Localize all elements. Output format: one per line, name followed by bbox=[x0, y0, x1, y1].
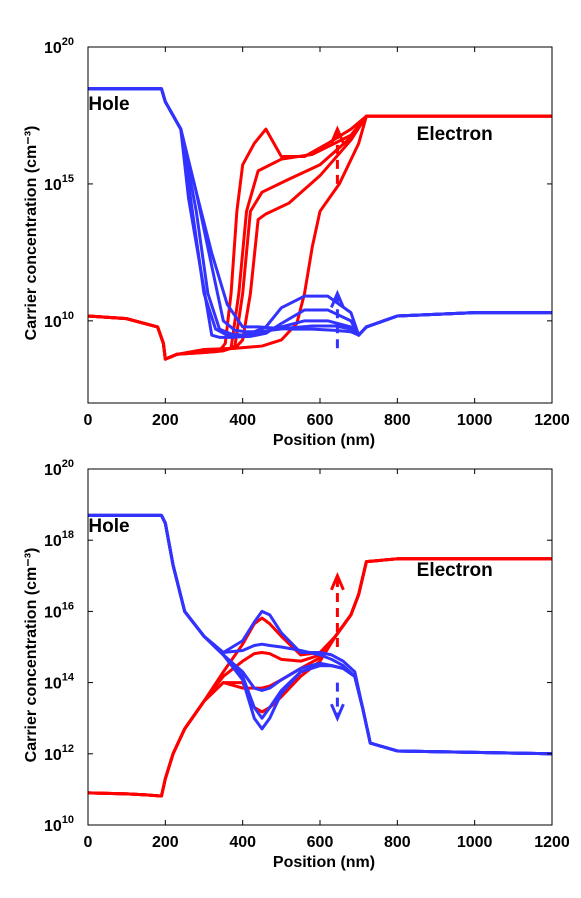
x-tick-label: 0 bbox=[84, 834, 93, 851]
y-tick-base: 10 bbox=[44, 676, 62, 693]
x-tick-label: 800 bbox=[384, 412, 411, 429]
y-tick-exponent: 20 bbox=[62, 36, 74, 48]
chart-panel-1: 0 200 400 600 800 1000 1200102010151010Positio… bbox=[23, 36, 570, 449]
hole-arrow-head-2 bbox=[330, 703, 345, 723]
y-tick-label: 1018 bbox=[44, 529, 74, 550]
series-group bbox=[88, 513, 552, 798]
y-tick-label: 1010 bbox=[44, 310, 74, 331]
hole-annotation: Hole bbox=[88, 94, 129, 115]
hole-series-line-10 bbox=[88, 87, 552, 337]
x-tick-label: 1000 bbox=[457, 834, 493, 851]
y-tick-base: 10 bbox=[44, 40, 62, 57]
y-tick-label: 1016 bbox=[44, 600, 74, 621]
x-tick-label: 400 bbox=[229, 412, 256, 429]
x-axis-label: Position (nm) bbox=[273, 432, 375, 449]
y-tick-base: 10 bbox=[44, 533, 62, 550]
electron-series-line-5 bbox=[88, 114, 552, 361]
x-tick-label: 600 bbox=[307, 834, 334, 851]
x-tick-label: 800 bbox=[384, 834, 411, 851]
y-tick-base: 10 bbox=[44, 604, 62, 621]
electron-annotation: Electron bbox=[417, 124, 493, 145]
y-tick-base: 10 bbox=[44, 818, 62, 835]
hole-series-line-9 bbox=[88, 513, 552, 756]
y-tick-label: 1015 bbox=[44, 173, 74, 194]
y-tick-label: 1012 bbox=[44, 743, 74, 764]
plot-area bbox=[88, 47, 552, 403]
y-tick-label: 1010 bbox=[44, 814, 74, 835]
x-tick-label: 1000 bbox=[457, 412, 493, 429]
y-tick-exponent: 10 bbox=[62, 814, 74, 826]
series-group bbox=[88, 87, 552, 361]
hole-arrow-head-2 bbox=[330, 289, 345, 309]
y-axis-label: Carrier concentration (cm⁻³) bbox=[23, 548, 40, 763]
electron-annotation: Electron bbox=[417, 560, 493, 581]
x-tick-label: 200 bbox=[152, 834, 179, 851]
x-tick-label: 1200 bbox=[534, 412, 570, 429]
y-tick-label: 1014 bbox=[44, 672, 75, 693]
y-tick-exponent: 15 bbox=[62, 173, 74, 185]
y-tick-exponent: 14 bbox=[62, 672, 75, 684]
x-tick-label: 0 bbox=[84, 412, 93, 429]
y-tick-exponent: 20 bbox=[62, 458, 74, 470]
y-tick-label: 1020 bbox=[44, 36, 74, 57]
x-tick-label: 1200 bbox=[534, 834, 570, 851]
electron-arrow-head-1 bbox=[330, 125, 345, 144]
y-tick-exponent: 12 bbox=[62, 743, 74, 755]
hole-annotation: Hole bbox=[88, 516, 129, 537]
x-axis-label: Position (nm) bbox=[273, 854, 375, 871]
y-tick-exponent: 10 bbox=[62, 310, 74, 322]
plot-area bbox=[88, 469, 552, 825]
y-tick-exponent: 16 bbox=[62, 600, 74, 612]
chart-panel-2: 0 200 400 600 800 1000 12001020101810161014101… bbox=[23, 458, 570, 871]
y-tick-base: 10 bbox=[44, 177, 62, 194]
y-tick-base: 10 bbox=[44, 462, 62, 479]
x-tick-label: 200 bbox=[152, 412, 179, 429]
y-tick-base: 10 bbox=[44, 747, 62, 764]
x-tick-label: 400 bbox=[229, 834, 256, 851]
x-tick-label: 600 bbox=[307, 412, 334, 429]
y-tick-label: 1020 bbox=[44, 458, 74, 479]
y-axis-label: Carrier concentration (cm⁻³) bbox=[23, 126, 40, 341]
electron-series-line-4 bbox=[88, 557, 552, 798]
electron-arrow-head-1 bbox=[330, 571, 345, 591]
y-tick-base: 10 bbox=[44, 314, 62, 331]
y-tick-exponent: 18 bbox=[62, 529, 74, 541]
